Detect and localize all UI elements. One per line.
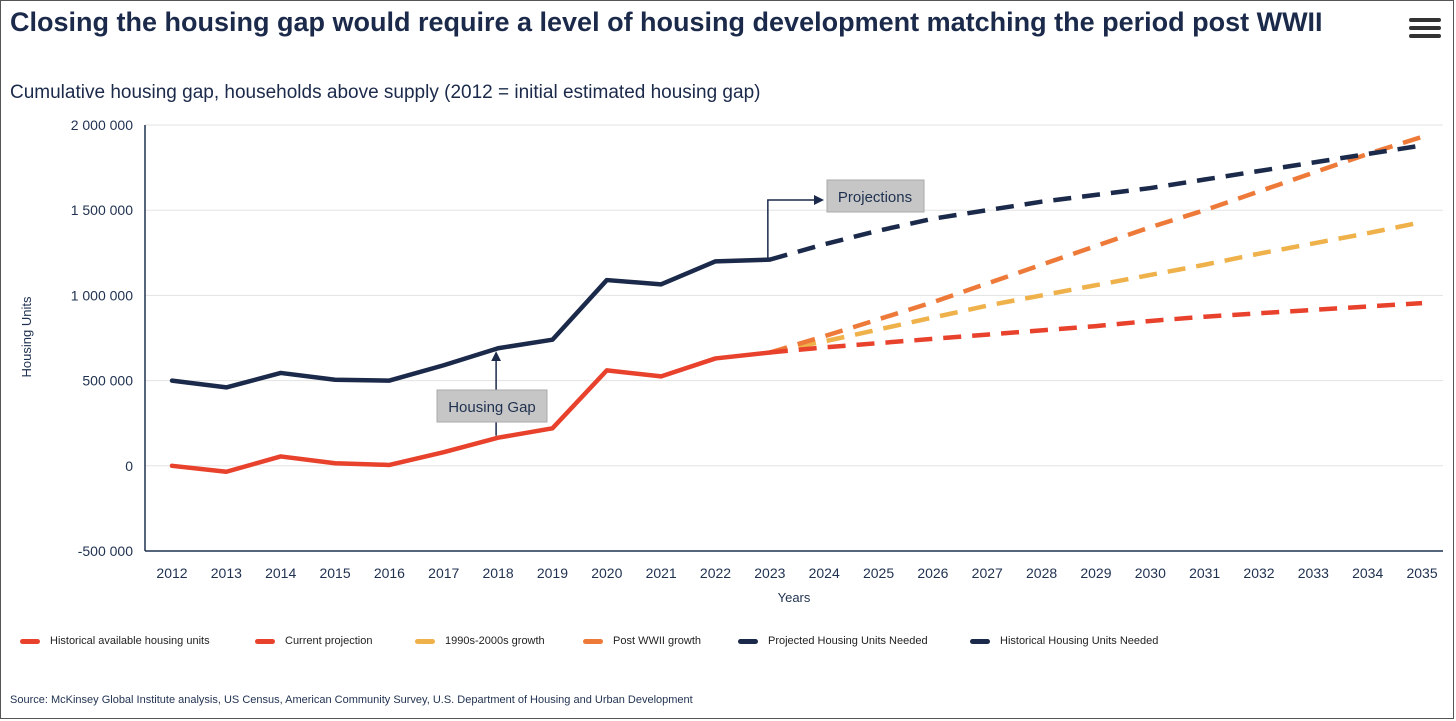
legend-label: Historical available housing units [50, 635, 210, 647]
legend-swatch [738, 638, 758, 644]
x-tick-label: 2032 [1243, 565, 1274, 581]
axes: -500 000 0 500 000 1 000 000 1 500 000 2 000 … [71, 117, 1443, 581]
x-tick-label: 2015 [319, 565, 350, 581]
y-tick-label: -500 000 [78, 543, 133, 559]
x-axis-title: Years [778, 590, 811, 605]
x-tick-label: 2020 [591, 565, 622, 581]
legend-swatch [255, 638, 275, 644]
projections-arrow [767, 195, 824, 258]
x-tick-label: 2030 [1135, 565, 1166, 581]
series-line-current-projection[interactable] [769, 300, 1423, 355]
x-tick-label: 2019 [537, 565, 568, 581]
x-tick-label: 2028 [1026, 565, 1057, 581]
x-tick-label: 2016 [374, 565, 405, 581]
housing-gap-label: Housing Gap [436, 389, 548, 423]
y-tick-label: 1 000 000 [71, 287, 133, 303]
source-note: Source: McKinsey Global Institute analys… [10, 694, 693, 706]
legend-swatch [970, 638, 990, 644]
series-line-post-wwii-growth[interactable] [769, 134, 1423, 355]
legend-label: Historical Housing Units Needed [1000, 635, 1159, 647]
legend-item[interactable]: Post WWII growth [583, 632, 738, 650]
x-tick-label: 2023 [754, 565, 785, 581]
legend-item[interactable]: Historical available housing units [20, 632, 255, 650]
x-tick-label: 2018 [483, 565, 514, 581]
x-tick-label: 2013 [211, 565, 242, 581]
legend-swatch [415, 638, 435, 644]
x-tick-label: 2021 [646, 565, 677, 581]
x-tick-label: 2027 [972, 565, 1003, 581]
x-tick-label: 2017 [428, 565, 459, 581]
series-lines [169, 134, 1423, 475]
legend-label: Post WWII growth [613, 635, 702, 647]
series-line-projected-housing-units-needed[interactable] [769, 143, 1423, 262]
chart-title: Closing the housing gap would require a … [10, 7, 1323, 37]
legend-swatch [20, 638, 40, 644]
x-tick-label: 2025 [863, 565, 894, 581]
x-tick-label: 2029 [1080, 565, 1111, 581]
x-tick-label: 2026 [917, 565, 948, 581]
legend-label: Current projection [285, 635, 373, 647]
x-tick-label: 2014 [265, 565, 296, 581]
y-tick-label: 500 000 [82, 373, 133, 389]
y-tick-label: 1 500 000 [71, 202, 133, 218]
x-tick-label: 2024 [809, 565, 840, 581]
y-tick-label: 2 000 000 [71, 117, 133, 133]
x-tick-label: 2022 [700, 565, 731, 581]
svg-text:Housing Gap: Housing Gap [448, 399, 536, 416]
x-tick-label: 2034 [1352, 565, 1383, 581]
legend-item[interactable]: Historical Housing Units Needed [970, 632, 1190, 650]
chart-subtitle: Cumulative housing gap, households above… [10, 82, 761, 103]
series-line-historical-available-housing-units[interactable] [169, 350, 773, 475]
svg-text:Projections: Projections [838, 189, 912, 206]
x-tick-label: 2012 [156, 565, 187, 581]
projections-label: Projections [826, 179, 925, 213]
legend: Historical available housing units Curren… [20, 632, 1190, 650]
x-tick-label: 2035 [1406, 565, 1437, 581]
legend-item[interactable]: 1990s-2000s growth [415, 632, 583, 650]
series-line-historical-housing-units-needed[interactable] [169, 257, 773, 390]
legend-swatch [583, 638, 603, 644]
hamburger-menu-icon[interactable] [1409, 18, 1441, 44]
annotations: Housing Gap Projections [436, 179, 925, 436]
x-tick-label: 2033 [1298, 565, 1329, 581]
legend-label: Projected Housing Units Needed [768, 635, 928, 647]
gridlines [145, 124, 1443, 467]
legend-label: 1990s-2000s growth [445, 635, 545, 647]
x-tick-label: 2031 [1189, 565, 1220, 581]
legend-item[interactable]: Current projection [255, 632, 415, 650]
legend-item[interactable]: Projected Housing Units Needed [738, 632, 970, 650]
y-axis-title: Housing Units [19, 296, 34, 377]
y-tick-label: 0 [125, 458, 133, 474]
series-line-1990s-2000s-growth[interactable] [769, 219, 1423, 355]
